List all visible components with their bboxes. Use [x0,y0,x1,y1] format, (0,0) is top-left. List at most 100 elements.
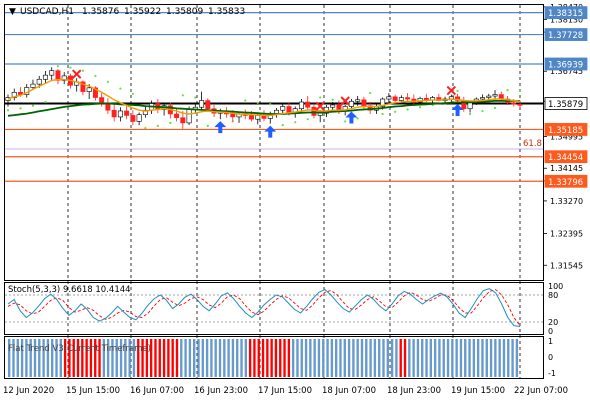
sar-dot [493,106,497,110]
ohlc-open: 1.35876 [82,7,119,17]
sar-dot [381,112,384,116]
flat-trend-bar [429,339,433,377]
candle-body [142,109,148,116]
flat-trend-bar [214,339,217,377]
price-level-tag [544,28,588,41]
flat-panel-frame [4,336,544,379]
candle-body [5,97,11,101]
ohlc-low: 1.35809 [166,7,203,17]
candle-body [92,87,98,98]
flat-trend-bar [128,339,131,377]
flat-axis-label: -1 [548,369,556,378]
sar-dot [6,109,10,112]
candle-body [423,97,429,101]
flat-trend-bar [89,339,93,377]
flat-trend-bar [33,339,37,377]
time-axis-label: 12 Jun 2020 [3,386,54,396]
price-level-tag-text: 1.35879 [548,100,583,110]
flat-trend-bar [352,339,355,377]
triangle-down-icon[interactable]: ▼ [9,7,16,17]
candle-body [280,106,286,111]
candle-body [186,109,192,124]
flat-trend-bar [132,339,136,377]
candle-body [124,110,130,116]
time-axis-label: 19 Jun 15:00 [451,386,505,396]
stoch-axis-label: 100 [548,282,563,291]
flat-trend-bar [145,339,149,377]
flat-trend-bar [106,339,110,377]
flat-trend-bar [111,339,114,377]
candlesticks [5,67,523,129]
flat-trend-bar [421,339,424,377]
candle-body [298,101,304,110]
sar-dot [306,118,309,121]
candle-body [130,115,136,122]
sar-dot [356,117,359,120]
price-level-tag [544,57,588,71]
candle-body [317,112,323,116]
flat-trend-bar [167,339,170,377]
price-level-tag-text: 1.36939 [548,60,583,70]
sar-dot [156,124,159,127]
time-axis-label: 16 Jun 07:00 [130,386,184,396]
sar-dot [294,121,297,124]
price-tick-label: 1.36745 [550,67,583,76]
time-axis-label: 18 Jun 07:00 [322,386,376,396]
flat-trend-bar [455,339,458,377]
flat-trend-bar [446,339,450,377]
main-panel-frame [4,4,544,281]
sar-dot [131,92,134,95]
candle-body [42,74,48,80]
flat-trend-bar [266,339,269,377]
candle-body [386,96,392,100]
flat-trend-bar [102,339,106,377]
flat-trend-bar [76,339,80,377]
flat-trend-bar [326,339,329,377]
flat-trend-bar [25,339,28,377]
candle-body [180,117,186,124]
flat-trend-bar [94,339,97,377]
candle-body [199,100,205,108]
flat-trend-bar [459,339,463,377]
flat-trend-bar [399,339,402,377]
sar-dot [169,121,172,125]
flat-trend-bar [149,339,153,377]
symbol-label: USDCAD,H1 [20,7,74,17]
flat-trend-bar [481,339,484,377]
candle-body [136,114,142,122]
flat-trend-bar [261,339,265,377]
flat-trend-bar [416,339,420,377]
flat-trend-bar [330,339,334,377]
sar-dot [456,89,459,92]
flat-trend-bar [85,339,88,377]
flat-trend-bar [309,339,312,377]
sar-dot [344,120,347,123]
sar-dot [406,108,409,111]
flat-trend-bar [334,339,338,377]
flat-trend-bar [360,339,364,377]
flat-trend-bar [162,339,166,377]
flat-trend-bar [158,339,161,377]
flat-trend-bar [498,339,501,377]
flat-trend-bar [356,339,359,377]
sar-dot [44,100,47,104]
time-grid [67,5,521,378]
flat-axis-label: 1 [548,337,553,346]
flat-trend-bar [72,339,75,377]
flat-trend-bar [279,339,282,377]
price-level-tag [544,123,588,136]
flat-trend-bar [29,339,32,377]
time-axis: 12 Jun 2020 15 Jun 15:00 16 Jun 07:00 16 Ju… [3,386,568,396]
flat-axis-label: 0 [548,353,553,362]
flat-trend-bar [42,339,45,377]
candle-body [361,99,367,107]
price-tick-label: 1.31545 [550,261,583,270]
price-level-tag [544,150,588,164]
sar-dot [119,87,122,90]
candle-body [455,96,461,101]
flat-trend-bar [180,339,183,377]
moving-averages [7,78,521,117]
